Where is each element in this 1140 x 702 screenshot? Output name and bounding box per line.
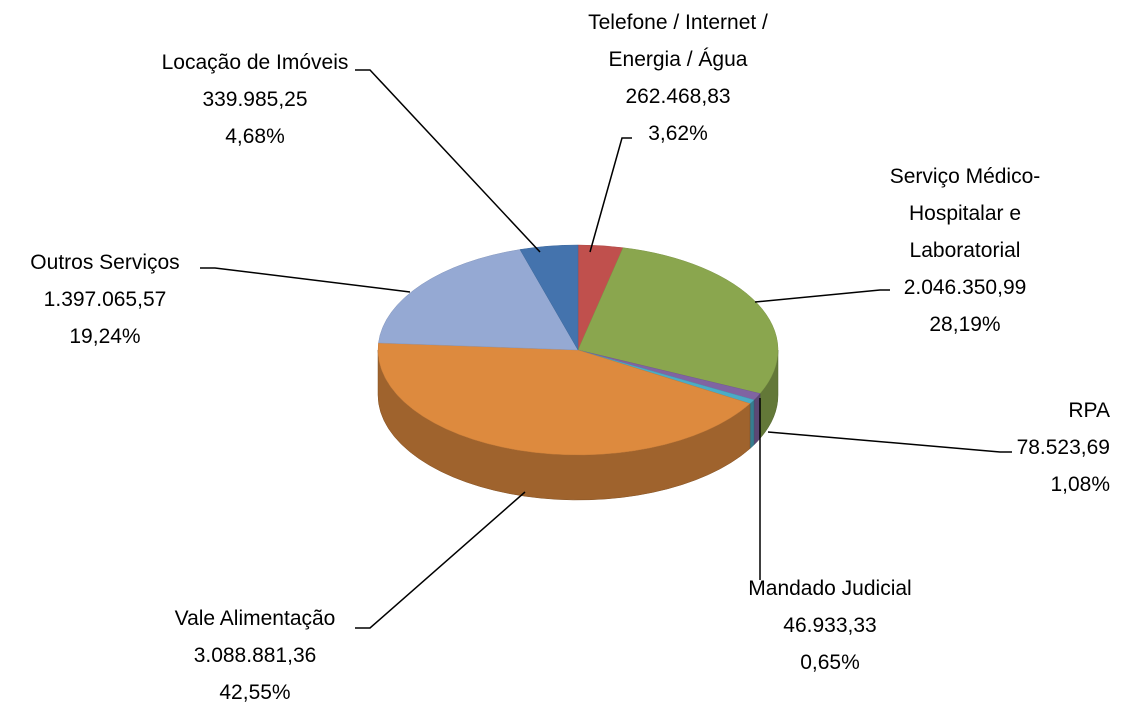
slice [378, 249, 579, 351]
data-label: Vale Alimentação 3.088.881,36 42,55% [175, 600, 336, 702]
category-label: Telefone / Internet / Energia / Água [588, 11, 768, 71]
data-label: Telefone / Internet / Energia / Água 262.… [588, 4, 768, 152]
category-label: Outros Serviços [30, 251, 180, 274]
category-label: Locação de Imóveis [161, 51, 349, 74]
leader-line [355, 491, 526, 629]
data-label: Outros Serviços 1.397.065,57 19,24% [30, 244, 179, 355]
category-label: RPA [1068, 399, 1110, 422]
leader-line [767, 431, 1012, 453]
percent-label: 0,65% [800, 651, 860, 674]
leader-line [589, 137, 632, 253]
value-label: 339.985,25 [202, 88, 308, 111]
slice-side [749, 399, 755, 450]
value-label: 3.088.881,36 [193, 644, 317, 667]
value-label: 1.397.065,57 [43, 288, 167, 311]
percent-label: 4,68% [225, 125, 285, 148]
percent-label: 42,55% [219, 681, 291, 702]
leader-lines [200, 69, 1012, 629]
percent-label: 28,19% [929, 313, 1001, 336]
category-label: Vale Alimentação [174, 607, 336, 630]
data-label: RPA 78.523,69 1,08% [1017, 392, 1110, 503]
data-label: Serviço Médico- Hospitalar e Laboratoria… [890, 158, 1041, 343]
slice [377, 342, 751, 456]
category-label: Mandado Judicial [748, 577, 912, 600]
percent-label: 1,08% [1050, 473, 1110, 496]
value-label: 262.468,83 [625, 85, 731, 108]
value-label: 2.046.350,99 [903, 276, 1027, 299]
value-label: 46.933,33 [783, 614, 877, 637]
percent-label: 19,24% [69, 325, 141, 348]
slice [577, 247, 779, 394]
leader-line [754, 289, 890, 303]
leader-line [355, 69, 541, 253]
slice-side [753, 392, 761, 446]
value-label: 78.523,69 [1016, 436, 1110, 459]
data-label: Locação de Imóveis 339.985,25 4,68% [162, 44, 349, 155]
leader-line [200, 267, 411, 293]
data-label: Mandado Judicial 46.933,33 0,65% [748, 570, 911, 681]
slice [519, 244, 579, 351]
category-label: Serviço Médico- Hospitalar e Laboratoria… [889, 165, 1041, 262]
percent-label: 3,62% [648, 122, 708, 145]
